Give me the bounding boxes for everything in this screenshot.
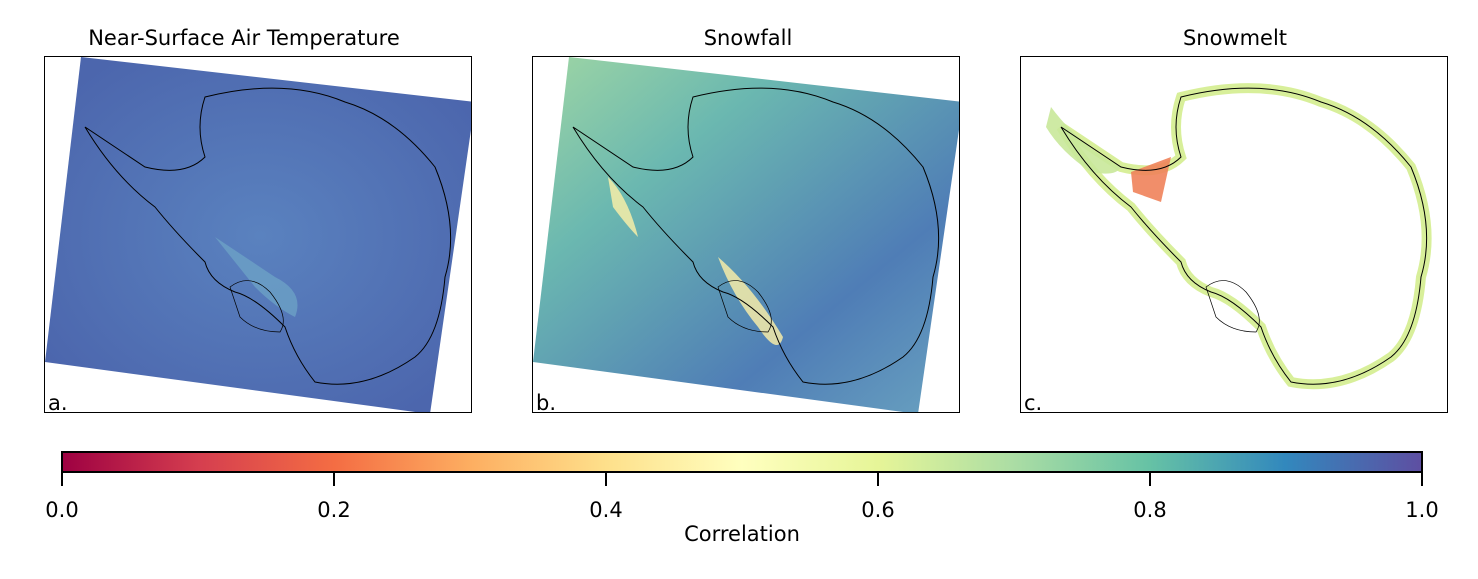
colorbar-tick-label: 0.2: [317, 498, 351, 522]
colorbar-tick-label: 0.0: [45, 498, 79, 522]
panel-c-hotspot: [1131, 157, 1171, 202]
panel-b-map: b.: [532, 56, 960, 413]
colorbar-tick-label: 1.0: [1405, 498, 1439, 522]
panel-a-ice-shelf: [229, 280, 284, 333]
panel-b-ice-shelf: [717, 280, 772, 333]
colorbar-tick-label: 0.6: [861, 498, 895, 522]
colorbar-tick-mark: [61, 473, 63, 486]
panel-b-title: Snowfall: [703, 26, 793, 50]
colorbar-tick-mark: [333, 473, 335, 486]
panel-a-title: Near-Surface Air Temperature: [88, 26, 400, 50]
panel-c-svg: c.: [1024, 83, 1432, 413]
colorbar-tick-mark: [605, 473, 607, 486]
panel-b-svg: b.: [533, 57, 959, 413]
colorbar-tick-label: 0.8: [1133, 498, 1167, 522]
panel-c-coastal-band: [1056, 83, 1432, 390]
panel-c-peninsula: [1046, 107, 1121, 174]
panel-a-letter: a.: [48, 391, 68, 413]
panel-b-highlight-1: [718, 257, 783, 345]
panel-b-highlight-2: [608, 177, 638, 237]
panel-a-svg: a.: [45, 57, 471, 413]
panel-c-letter: c.: [1024, 391, 1042, 413]
panel-b-letter: b.: [536, 391, 556, 413]
panel-a-grid: [45, 57, 471, 412]
colorbar: [61, 451, 1423, 473]
panel-b-grid: [533, 57, 959, 412]
colorbar-tick-mark: [1421, 473, 1423, 486]
panel-c-coast: [1060, 87, 1428, 385]
panel-b-coast: [572, 87, 940, 385]
panel-a-coast: [84, 87, 452, 385]
panel-a-map: a.: [44, 56, 472, 413]
panel-c-title: Snowmelt: [1182, 26, 1288, 50]
colorbar-tick-mark: [1149, 473, 1151, 486]
panel-c-map: c.: [1020, 56, 1448, 413]
panel-c-ice-shelf: [1205, 280, 1260, 333]
colorbar-tick-label: 0.4: [589, 498, 623, 522]
colorbar-tick-mark: [877, 473, 879, 486]
panel-a-highlight: [215, 237, 298, 317]
colorbar-label: Correlation: [684, 522, 800, 546]
